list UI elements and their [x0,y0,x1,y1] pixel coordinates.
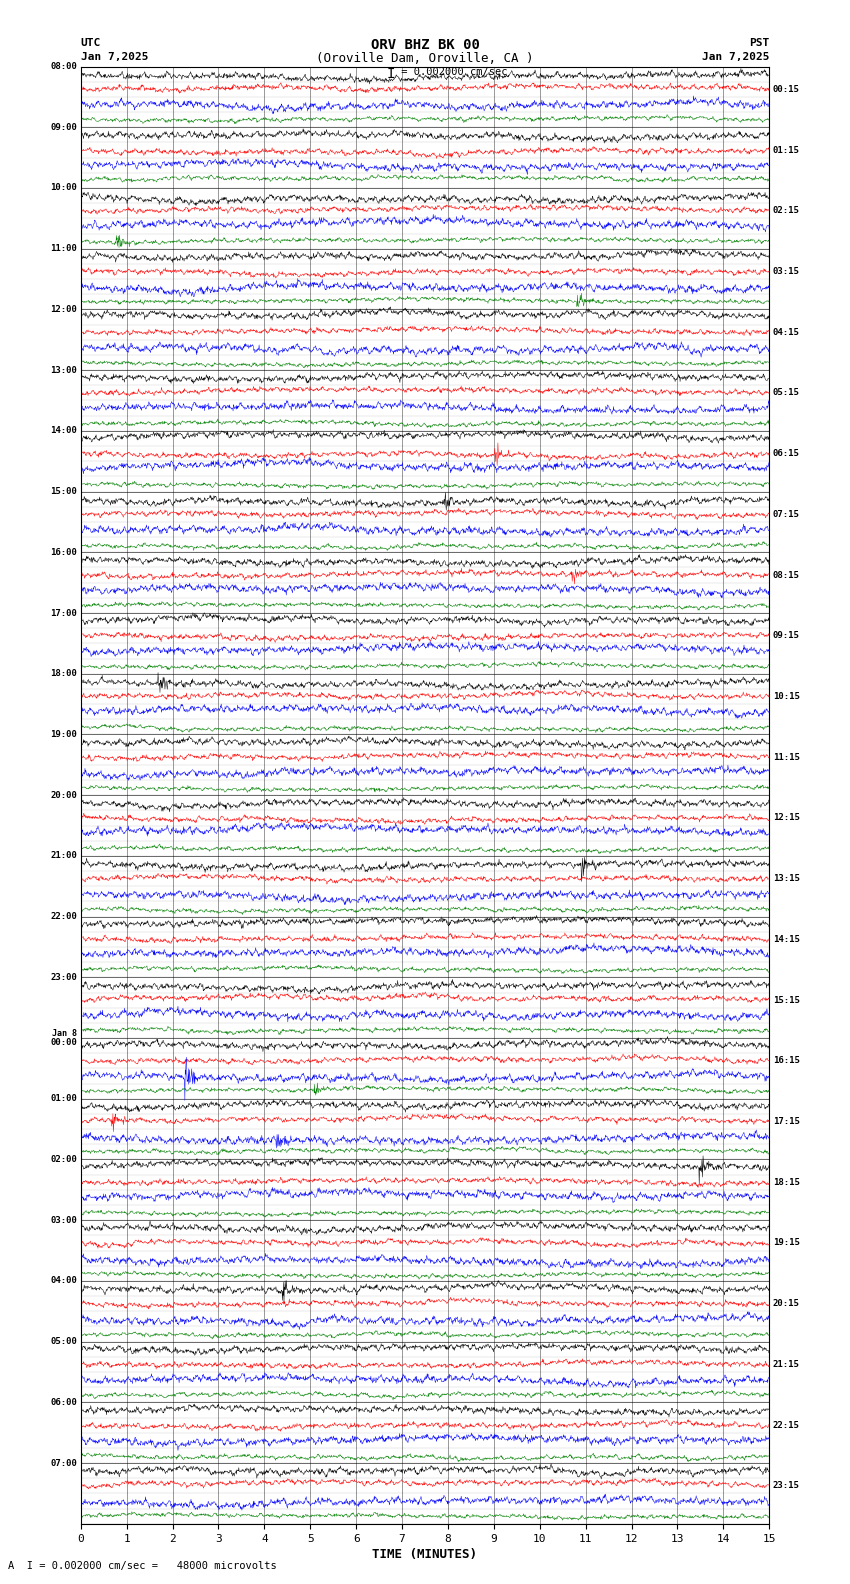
Text: = 0.002000 cm/sec: = 0.002000 cm/sec [395,67,507,76]
Text: UTC: UTC [81,38,101,48]
Text: 10:15: 10:15 [773,692,800,702]
Text: 14:15: 14:15 [773,935,800,944]
Text: 19:00: 19:00 [50,730,77,740]
Text: 12:00: 12:00 [50,304,77,314]
Text: 07:00: 07:00 [50,1459,77,1468]
Text: 17:15: 17:15 [773,1117,800,1126]
Text: 16:15: 16:15 [773,1057,800,1066]
X-axis label: TIME (MINUTES): TIME (MINUTES) [372,1548,478,1560]
Text: 01:00: 01:00 [50,1095,77,1104]
Text: 11:15: 11:15 [773,752,800,762]
Text: 04:15: 04:15 [773,328,800,337]
Text: 00:00: 00:00 [50,1038,77,1047]
Text: 21:15: 21:15 [773,1361,800,1369]
Text: 03:15: 03:15 [773,268,800,276]
Text: Jan 7,2025: Jan 7,2025 [702,52,769,62]
Text: 06:15: 06:15 [773,450,800,458]
Text: Jan 8: Jan 8 [53,1030,77,1038]
Text: 04:00: 04:00 [50,1277,77,1286]
Text: 03:00: 03:00 [50,1215,77,1224]
Text: 05:15: 05:15 [773,388,800,398]
Text: Jan 7,2025: Jan 7,2025 [81,52,148,62]
Text: 23:00: 23:00 [50,973,77,982]
Text: 02:15: 02:15 [773,206,800,215]
Text: 20:15: 20:15 [773,1299,800,1308]
Text: 09:00: 09:00 [50,122,77,131]
Text: 19:15: 19:15 [773,1239,800,1248]
Text: 00:15: 00:15 [773,86,800,93]
Text: 22:00: 22:00 [50,912,77,922]
Text: 13:00: 13:00 [50,366,77,375]
Text: PST: PST [749,38,769,48]
Text: 17:00: 17:00 [50,608,77,618]
Text: 18:00: 18:00 [50,668,77,678]
Text: (Oroville Dam, Oroville, CA ): (Oroville Dam, Oroville, CA ) [316,52,534,65]
Text: 09:15: 09:15 [773,632,800,640]
Text: 22:15: 22:15 [773,1421,800,1430]
Text: 08:00: 08:00 [50,62,77,71]
Text: 11:00: 11:00 [50,244,77,253]
Text: 15:15: 15:15 [773,996,800,1004]
Text: 21:00: 21:00 [50,851,77,860]
Text: 23:15: 23:15 [773,1481,800,1491]
Text: 15:00: 15:00 [50,486,77,496]
Text: ORV BHZ BK 00: ORV BHZ BK 00 [371,38,479,52]
Text: 14:00: 14:00 [50,426,77,436]
Text: I: I [387,67,395,81]
Text: 18:15: 18:15 [773,1178,800,1186]
Text: 05:00: 05:00 [50,1337,77,1346]
Text: 10:00: 10:00 [50,184,77,193]
Text: 13:15: 13:15 [773,874,800,884]
Text: 06:00: 06:00 [50,1397,77,1407]
Text: 20:00: 20:00 [50,790,77,800]
Text: 12:15: 12:15 [773,814,800,822]
Text: 02:00: 02:00 [50,1155,77,1164]
Text: 16:00: 16:00 [50,548,77,558]
Text: A  I = 0.002000 cm/sec =   48000 microvolts: A I = 0.002000 cm/sec = 48000 microvolts [8,1562,277,1571]
Text: 01:15: 01:15 [773,146,800,155]
Text: 07:15: 07:15 [773,510,800,520]
Text: 08:15: 08:15 [773,570,800,580]
